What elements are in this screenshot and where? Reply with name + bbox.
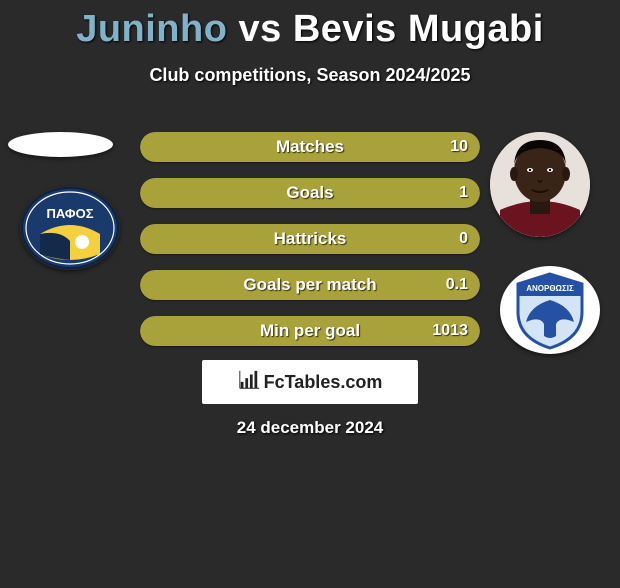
bar-chart-icon	[238, 369, 260, 396]
stat-row-matches: Matches 10	[140, 132, 480, 162]
player2-club-badge: ΑΝΟΡΘΩΣΙΣ	[500, 266, 600, 354]
page-title: Juninho vs Bevis Mugabi	[0, 8, 620, 51]
title-player1: Juninho	[76, 8, 227, 50]
stat-value: 10	[450, 132, 468, 162]
title-player2: Bevis Mugabi	[293, 8, 544, 50]
player2-avatar	[490, 132, 590, 237]
stat-value: 0.1	[446, 270, 468, 300]
stat-value: 1	[459, 178, 468, 208]
stats-list: Matches 10 Goals 1 Hattricks 0 Goals per…	[140, 132, 480, 362]
stat-label: Matches	[140, 132, 480, 162]
stat-label: Goals per match	[140, 270, 480, 300]
stat-label: Goals	[140, 178, 480, 208]
stat-label: Hattricks	[140, 224, 480, 254]
player1-club-badge: ΠΑΦΟΣ	[20, 186, 120, 270]
date: 24 december 2024	[0, 418, 620, 438]
svg-text:ΠΑΦΟΣ: ΠΑΦΟΣ	[46, 206, 93, 221]
title-vs: vs	[239, 8, 282, 50]
stat-row-min-per-goal: Min per goal 1013	[140, 316, 480, 346]
subtitle: Club competitions, Season 2024/2025	[0, 65, 620, 86]
stat-row-goals-per-match: Goals per match 0.1	[140, 270, 480, 300]
stat-row-goals: Goals 1	[140, 178, 480, 208]
player1-avatar	[8, 132, 113, 157]
stat-value: 0	[459, 224, 468, 254]
stat-label: Min per goal	[140, 316, 480, 346]
watermark: FcTables.com	[202, 360, 418, 404]
stat-row-hattricks: Hattricks 0	[140, 224, 480, 254]
svg-text:ΑΝΟΡΘΩΣΙΣ: ΑΝΟΡΘΩΣΙΣ	[526, 284, 574, 293]
stat-value: 1013	[432, 316, 468, 346]
watermark-text: FcTables.com	[264, 372, 383, 393]
